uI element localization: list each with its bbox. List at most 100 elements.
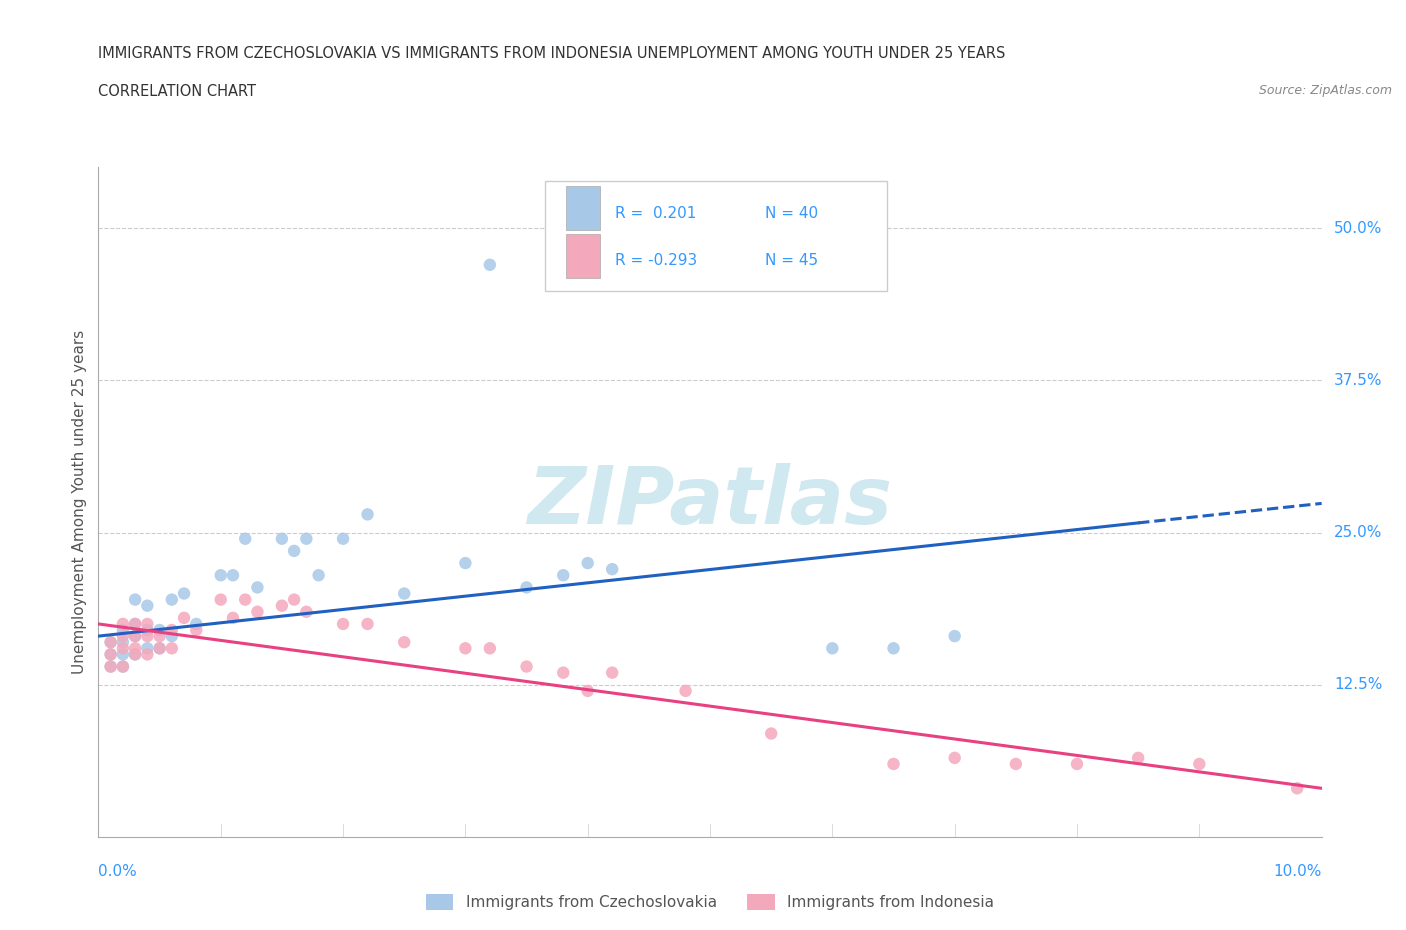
- Point: [111, 641, 134, 656]
- Point: [149, 641, 172, 656]
- Point: [1286, 781, 1309, 796]
- Point: [124, 629, 146, 644]
- Point: [186, 617, 208, 631]
- Point: [356, 617, 378, 631]
- Point: [295, 604, 318, 619]
- Point: [270, 531, 292, 546]
- Point: [454, 641, 477, 656]
- Point: [100, 635, 122, 650]
- FancyBboxPatch shape: [546, 180, 887, 291]
- Point: [553, 568, 575, 583]
- Point: [1128, 751, 1150, 765]
- Text: 50.0%: 50.0%: [1334, 220, 1382, 236]
- Point: [209, 568, 232, 583]
- Point: [478, 258, 501, 272]
- Point: [100, 647, 122, 662]
- Point: [759, 726, 782, 741]
- Point: [124, 647, 146, 662]
- Point: [111, 629, 134, 644]
- Point: [136, 641, 159, 656]
- Point: [454, 555, 477, 570]
- Point: [675, 684, 697, 698]
- Point: [124, 617, 146, 631]
- Point: [246, 580, 269, 595]
- Text: N = 40: N = 40: [765, 206, 818, 220]
- Point: [576, 684, 599, 698]
- Point: [100, 647, 122, 662]
- Text: 12.5%: 12.5%: [1334, 677, 1382, 692]
- Point: [124, 641, 146, 656]
- Point: [111, 659, 134, 674]
- Point: [186, 622, 208, 637]
- Point: [124, 647, 146, 662]
- Point: [111, 635, 134, 650]
- Point: [173, 610, 195, 625]
- Point: [136, 629, 159, 644]
- Point: [600, 562, 623, 577]
- Text: R =  0.201: R = 0.201: [614, 206, 696, 220]
- Point: [943, 629, 966, 644]
- FancyBboxPatch shape: [565, 186, 600, 230]
- Point: [209, 592, 232, 607]
- Point: [283, 543, 305, 558]
- Point: [392, 586, 416, 601]
- Legend: Immigrants from Czechoslovakia, Immigrants from Indonesia: Immigrants from Czechoslovakia, Immigran…: [420, 888, 1000, 916]
- Text: ZIPatlas: ZIPatlas: [527, 463, 893, 541]
- Y-axis label: Unemployment Among Youth under 25 years: Unemployment Among Youth under 25 years: [72, 330, 87, 674]
- Text: 25.0%: 25.0%: [1334, 525, 1382, 540]
- Point: [160, 641, 183, 656]
- Point: [100, 659, 122, 674]
- Point: [576, 555, 599, 570]
- Point: [136, 647, 159, 662]
- Point: [295, 531, 318, 546]
- Text: 0.0%: 0.0%: [98, 864, 138, 879]
- Point: [332, 531, 354, 546]
- Point: [516, 580, 538, 595]
- Point: [100, 659, 122, 674]
- Point: [149, 629, 172, 644]
- Point: [124, 629, 146, 644]
- Point: [478, 641, 501, 656]
- Point: [136, 598, 159, 613]
- Point: [883, 756, 905, 771]
- Point: [1188, 756, 1211, 771]
- Text: CORRELATION CHART: CORRELATION CHART: [98, 84, 256, 99]
- Point: [222, 610, 245, 625]
- FancyBboxPatch shape: [565, 234, 600, 277]
- Point: [100, 635, 122, 650]
- Text: N = 45: N = 45: [765, 254, 818, 269]
- Point: [124, 592, 146, 607]
- Text: IMMIGRANTS FROM CZECHOSLOVAKIA VS IMMIGRANTS FROM INDONESIA UNEMPLOYMENT AMONG Y: IMMIGRANTS FROM CZECHOSLOVAKIA VS IMMIGR…: [98, 46, 1005, 61]
- Point: [160, 592, 183, 607]
- Point: [160, 622, 183, 637]
- Point: [883, 641, 905, 656]
- Point: [600, 665, 623, 680]
- Point: [1004, 756, 1026, 771]
- Point: [111, 617, 134, 631]
- Point: [233, 531, 256, 546]
- Point: [111, 647, 134, 662]
- Point: [308, 568, 330, 583]
- Point: [246, 604, 269, 619]
- Point: [233, 592, 256, 607]
- Text: R = -0.293: R = -0.293: [614, 254, 697, 269]
- Point: [943, 751, 966, 765]
- Point: [821, 641, 844, 656]
- Point: [136, 622, 159, 637]
- Text: 37.5%: 37.5%: [1334, 373, 1382, 388]
- Point: [332, 617, 354, 631]
- Point: [124, 617, 146, 631]
- Text: Source: ZipAtlas.com: Source: ZipAtlas.com: [1258, 84, 1392, 97]
- Point: [356, 507, 378, 522]
- Point: [173, 586, 195, 601]
- Point: [149, 622, 172, 637]
- Point: [553, 665, 575, 680]
- Point: [283, 592, 305, 607]
- Point: [136, 617, 159, 631]
- Point: [392, 635, 416, 650]
- Point: [270, 598, 292, 613]
- Point: [222, 568, 245, 583]
- Point: [516, 659, 538, 674]
- Point: [1066, 756, 1088, 771]
- Point: [149, 641, 172, 656]
